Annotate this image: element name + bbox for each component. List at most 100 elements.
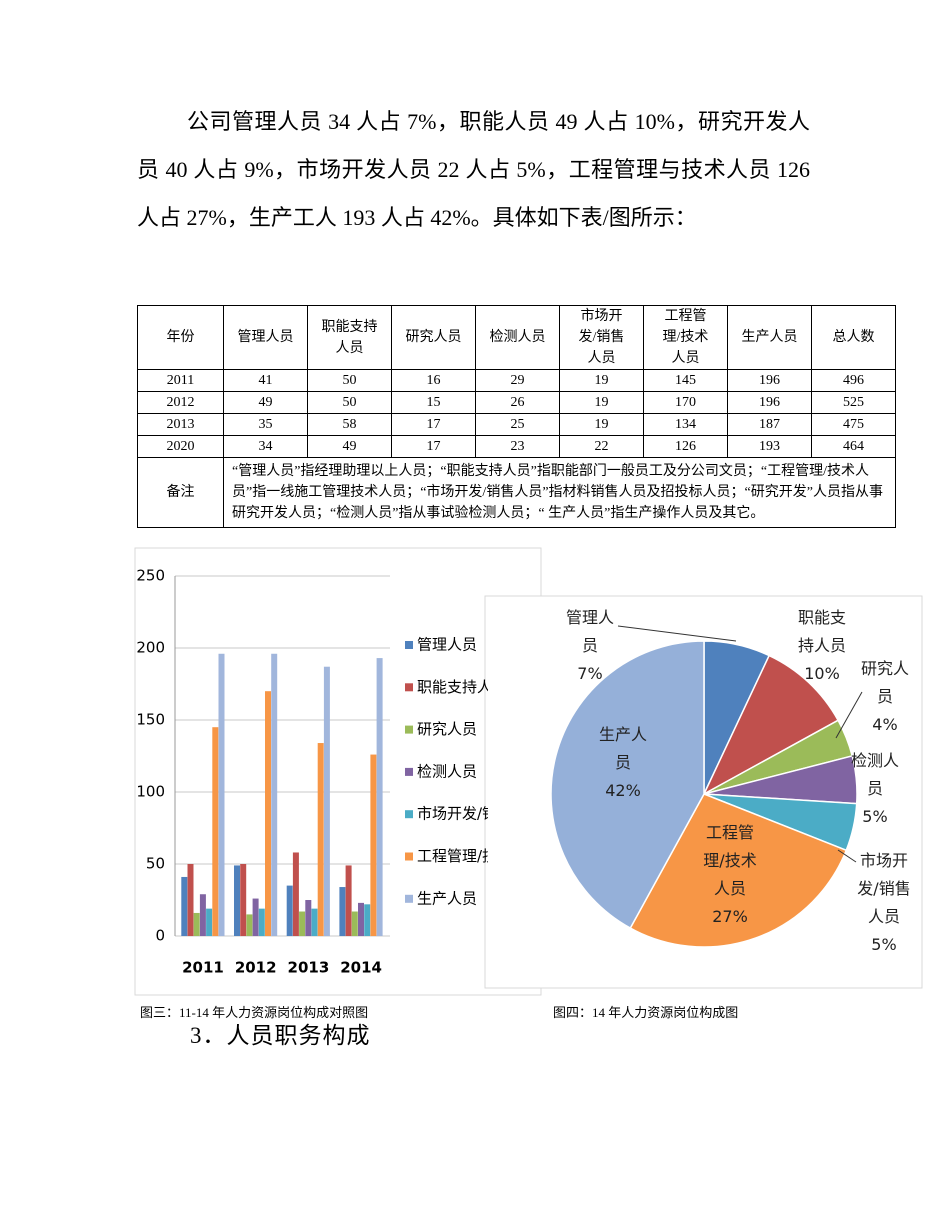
bar [181,876,188,936]
bar [240,864,247,936]
note-label: 备注 [137,457,224,528]
pie-category: 市场开发/销售人员 [857,851,911,926]
bar [187,864,194,936]
pie-category: 检测人员 [850,751,899,798]
header-cell: 管理人员 [223,305,308,370]
cell: 25 [475,413,560,436]
bar [193,912,200,936]
legend-swatch [405,767,413,776]
y-tick-label: 50 [146,855,165,873]
cell: 34 [223,435,308,458]
bar-chart: 0 50 100 150 200 250 2011 2012 2013 2014 管理人员职能支持人… [136,567,542,977]
bar [246,914,253,936]
header-cell: 研究人员 [391,305,476,370]
bar [339,887,346,936]
note-row: 备注 “管理人员”指经理助理以上人员；“职能支持人员”指职能部门一般员工及分公司文… [137,457,896,528]
y-tick-label: 0 [155,927,165,945]
table: 年份 管理人员 职能支持人员 研究人员 检测人员 市场开发/销售人员 工程管理/技术人员 生产… [137,305,896,528]
row: 2013 35 58 17 25 19 134 187 475 [137,413,896,436]
y-tick-label: 200 [136,639,165,657]
row: 2012 49 50 15 26 19 170 196 525 [137,391,896,414]
note: “管理人员”指经理助理以上人员；“职能支持人员”指职能部门一般员工及分公司文员；… [223,457,896,528]
legend-label: 市场开发/销售人员 [417,805,542,823]
legend-swatch [405,725,413,734]
legend-label: 工程管理/技术人员 [417,847,542,865]
cell: 475 [811,413,896,436]
y-tick-label: 100 [136,783,165,801]
legend-swatch [405,641,413,649]
paragraph: 公司管理人员 34 人占 7%，职能人员 49 人占 10%，研究开发人员 40… [137,109,810,230]
bar [292,852,299,936]
bar [265,691,271,936]
pie-label: 管理人员 7% [559,604,621,688]
row: 2020 34 49 17 23 22 126 193 464 [137,435,896,458]
bar [345,865,352,936]
header-row: 年份 管理人员 职能支持人员 研究人员 检测人员 市场开发/销售人员 工程管理/技术人员 生产… [137,305,896,370]
bar [358,902,364,936]
pie-value-label: 5% [871,935,897,954]
x-tick-label: 2014 [340,959,382,977]
legend-swatch [405,894,413,903]
legend-swatch [405,852,413,861]
bar [234,865,240,936]
leader-line [837,849,857,863]
legend-label: 管理人员 [417,636,477,654]
legend-label: 生产人员 [417,889,477,907]
bar [271,653,278,936]
pie-label: 市场开发/销售人员 5% [853,847,915,959]
x-tick-label: 2011 [182,959,224,977]
x-tick-label: 2012 [235,959,277,977]
bar [323,666,330,936]
legend-label: 职能支持人员 [417,678,507,696]
leader-line [835,691,863,739]
bar [199,894,206,936]
legend-swatch [405,683,413,692]
bar [376,658,383,936]
bar [218,653,225,936]
header-cell: 年份 [137,305,224,370]
pie-value-label: 7% [577,664,603,683]
cell: 187 [727,413,812,436]
pie-value-label: 42% [605,781,641,800]
bar [311,908,318,936]
pie-value-label: 10% [804,664,840,683]
row: 2011 41 50 16 29 19 145 196 496 [137,369,896,392]
bar [252,898,259,936]
pie-label: 检测人员 5% [844,747,906,831]
y-tick-label: 150 [136,711,165,729]
heading: 3．人员职务构成 [190,1023,371,1048]
legend-swatch [405,810,413,819]
legend-label: 研究人员 [417,720,477,738]
pie-label: 研究人员 4% [854,655,916,739]
pie-label: 生产人员 42% [592,721,654,805]
bar [305,900,312,936]
bar [299,911,306,936]
pie-label: 职能支持人员 10% [791,604,853,688]
cell: 19 [559,413,644,436]
caption: 图四：14 年人力资源岗位构成图 [553,1005,739,1020]
leader-line [617,625,737,642]
header-cell: 市场开发/销售人员 [559,305,644,370]
pie-slice [702,654,840,796]
bar [351,911,358,936]
pie-slice [550,640,705,930]
pie-category: 工程管理/技术人员 [703,823,757,898]
y-tick-label: 250 [136,567,165,585]
bar [258,908,265,936]
x-tick-label: 2013 [288,959,330,977]
cell: 2012 [137,391,224,414]
pie-value-label: 5% [862,807,888,826]
bar [317,743,324,936]
pie-label: 工程管理/技术人员 27% [699,819,761,931]
pie-category: 生产人员 [598,725,647,772]
pie-value-label: 27% [712,907,748,926]
bar [370,754,377,936]
header-cell: 检测人员 [475,305,560,370]
pie-category: 管理人员 [565,608,614,655]
bar [364,904,371,936]
pie-chart [550,625,863,948]
pie-category: 研究人员 [860,659,909,706]
